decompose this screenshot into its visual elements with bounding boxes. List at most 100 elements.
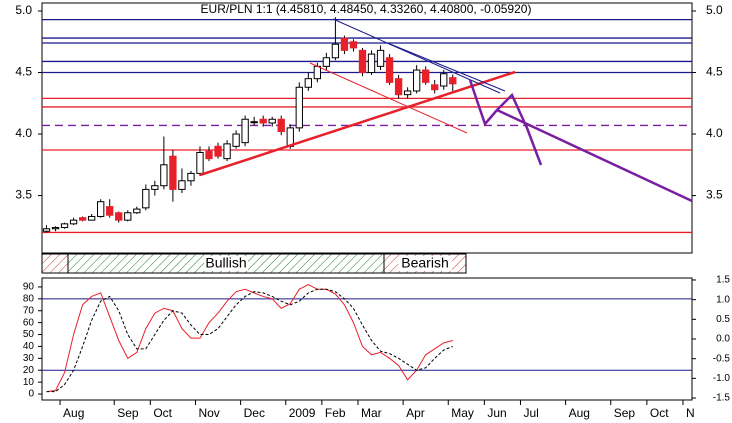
candle-body: [223, 143, 231, 160]
candle-body: [178, 180, 186, 190]
candle-body: [431, 84, 439, 91]
y2-tick-label: 0.0: [716, 334, 730, 345]
candle-body: [331, 43, 340, 59]
chart-title: EUR/PLN 1:1 (4.45810, 4.48450, 4.33260, …: [201, 2, 532, 16]
regime-label-bg: [398, 256, 452, 271]
candle-body: [322, 57, 331, 67]
candle-body: [151, 185, 159, 190]
regime-band: Bullish Bearish: [41, 253, 467, 274]
x-tick-label: Nov: [198, 406, 219, 420]
candle-body: [187, 172, 195, 182]
candle-body: [124, 212, 132, 221]
candle-body: [42, 228, 51, 232]
x-tick-label: Sep: [117, 406, 139, 420]
indicator-line: [46, 288, 453, 393]
resistance-trend-line: [332, 18, 501, 94]
y2-tick-label: 1.5: [716, 275, 730, 286]
x-tick-label: Jul: [523, 406, 538, 420]
candle-body: [449, 77, 457, 85]
y2-tick-label: 0.5: [716, 314, 730, 325]
candle-body: [160, 164, 168, 187]
candle-body: [295, 86, 303, 129]
y-tick-label-right: 5.0: [706, 3, 723, 17]
candle-body: [205, 150, 213, 160]
candle-body: [196, 151, 204, 174]
candle-body: [78, 217, 87, 221]
candle-body: [340, 37, 349, 51]
support-trend-line: [199, 70, 516, 177]
candle-body: [277, 118, 285, 133]
candle-body: [313, 65, 322, 80]
candle-body: [69, 219, 78, 225]
x-tick-label: Jun: [487, 406, 506, 420]
x-tick-label: Mar: [361, 406, 382, 420]
x-tick-label: Aug: [63, 406, 84, 420]
x-tick-label: Sep: [614, 406, 636, 420]
y-tick-label-right: 4.5: [706, 65, 723, 79]
x-tick-label: Oct: [153, 406, 172, 420]
regime-label-bg: [204, 256, 248, 271]
candle-body: [304, 78, 312, 88]
candle-body: [385, 57, 394, 83]
x-tick-label: N: [686, 406, 695, 420]
candle-body: [106, 206, 114, 216]
resistance-trend-line: [389, 43, 506, 92]
candle-body: [403, 90, 412, 96]
candle-body: [394, 78, 403, 96]
candle-body: [376, 49, 385, 67]
y-tick-label: 10: [23, 377, 35, 388]
x-tick-label: Apr: [406, 406, 425, 420]
candle-body: [367, 53, 376, 74]
projection-line: [468, 79, 543, 166]
candle-body: [214, 145, 222, 157]
y2-tick-label: -1.5: [713, 393, 731, 404]
candle-body: [133, 208, 141, 214]
x-tick-label: Oct: [650, 406, 669, 420]
candle-body: [250, 121, 258, 124]
candle-body: [241, 118, 249, 144]
regime-label: Bullish: [205, 255, 246, 271]
candle-body: [358, 49, 367, 74]
candle-body: [422, 69, 430, 83]
y-tick-label: 90: [23, 282, 35, 293]
candle-body: [349, 41, 358, 49]
y-tick-label: 4.5: [15, 65, 32, 79]
candle-body: [142, 188, 150, 209]
regime-segment: [41, 253, 69, 274]
candle-body: [51, 227, 60, 230]
x-tick-label: May: [451, 406, 474, 420]
regime-label: Bearish: [401, 255, 448, 271]
indicator-panel: [41, 277, 693, 401]
candle-body: [115, 212, 123, 221]
candle-body: [87, 215, 96, 221]
y-tick-label: 3.5: [15, 188, 32, 202]
y-tick-label: 5.0: [15, 3, 32, 17]
x-tick-label: Aug: [569, 406, 590, 420]
candle-body: [259, 118, 267, 124]
y-tick-label: 4.0: [15, 126, 32, 140]
candle-body: [268, 118, 276, 124]
y-tick-label: 30: [23, 353, 35, 364]
y-tick-label: 60: [23, 317, 35, 328]
x-tick-label: 2009: [289, 406, 316, 420]
y-tick-label: 50: [23, 329, 35, 340]
price-panel: [41, 2, 693, 254]
candle-body: [97, 201, 105, 217]
y-tick-label: 70: [23, 305, 35, 316]
candle-body: [412, 69, 421, 92]
candle-body: [232, 133, 240, 147]
y-tick-label-right: 4.0: [706, 126, 723, 140]
trend-line: [309, 62, 468, 134]
x-tick-label: Feb: [325, 406, 346, 420]
y2-tick-label: -0.5: [713, 353, 731, 364]
candle-body: [169, 155, 177, 190]
y-tick-label: 80: [23, 293, 35, 304]
trend-lines: [199, 18, 693, 203]
candle-body: [60, 223, 69, 229]
candle-body: [440, 73, 448, 87]
x-tick-label: Dec: [244, 406, 265, 420]
projection-line: [496, 108, 693, 203]
y-tick-label: 40: [23, 341, 35, 352]
